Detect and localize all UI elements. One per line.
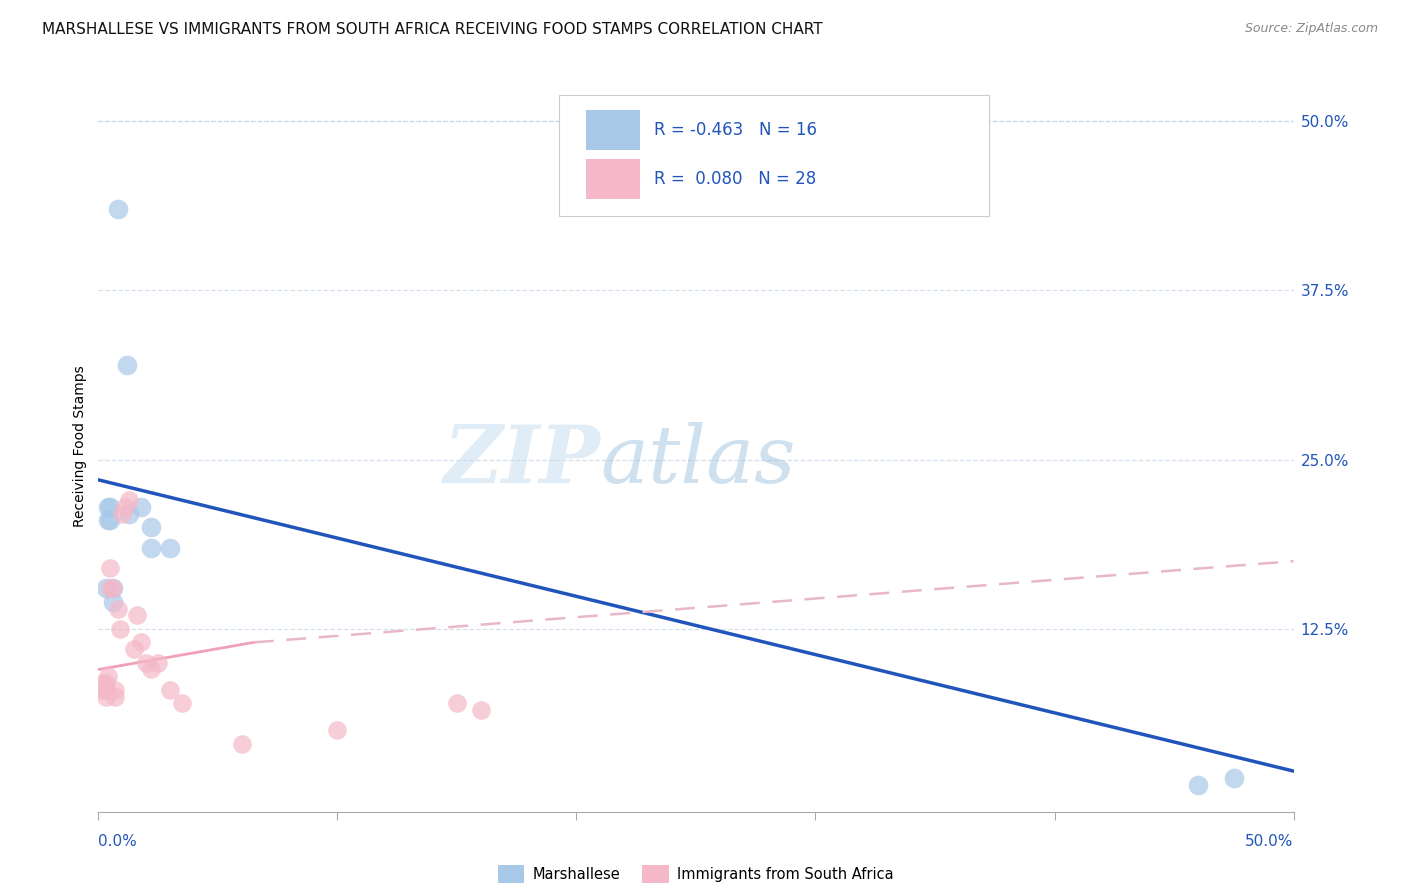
Point xyxy=(94,581,117,595)
Point xyxy=(139,663,162,677)
Point xyxy=(111,507,134,521)
Point xyxy=(118,507,141,521)
Legend: Marshallese, Immigrants from South Africa: Marshallese, Immigrants from South Afric… xyxy=(492,859,900,888)
Point xyxy=(139,520,162,534)
Point xyxy=(91,682,114,697)
Point xyxy=(98,500,122,514)
Point xyxy=(94,690,117,704)
Point xyxy=(231,737,253,751)
Text: R =  0.080   N = 28: R = 0.080 N = 28 xyxy=(654,170,817,188)
Point xyxy=(446,697,468,711)
Point xyxy=(470,703,492,717)
Point xyxy=(135,656,157,670)
Point xyxy=(104,690,127,704)
Text: MARSHALLESE VS IMMIGRANTS FROM SOUTH AFRICA RECEIVING FOOD STAMPS CORRELATION CH: MARSHALLESE VS IMMIGRANTS FROM SOUTH AFR… xyxy=(42,22,823,37)
Point xyxy=(326,723,349,738)
Point xyxy=(101,581,124,595)
Text: ZIP: ZIP xyxy=(443,422,600,500)
Text: atlas: atlas xyxy=(600,422,796,500)
Point xyxy=(1222,771,1246,785)
Point xyxy=(172,697,194,711)
Point xyxy=(118,493,141,508)
Point xyxy=(124,642,146,657)
Text: 50.0%: 50.0% xyxy=(1246,834,1294,849)
Point xyxy=(98,561,122,575)
Point xyxy=(115,358,138,372)
Y-axis label: Receiving Food Stamps: Receiving Food Stamps xyxy=(73,365,87,527)
Point xyxy=(91,676,114,690)
Point xyxy=(114,500,136,514)
FancyBboxPatch shape xyxy=(586,159,640,199)
Point xyxy=(107,202,129,216)
Point xyxy=(97,500,120,514)
Point xyxy=(1187,778,1209,792)
Point xyxy=(97,514,120,528)
Point xyxy=(101,581,124,595)
Point xyxy=(104,682,127,697)
Text: R = -0.463   N = 16: R = -0.463 N = 16 xyxy=(654,121,817,139)
FancyBboxPatch shape xyxy=(558,95,988,216)
Point xyxy=(159,682,181,697)
Text: Source: ZipAtlas.com: Source: ZipAtlas.com xyxy=(1244,22,1378,36)
Point xyxy=(107,601,129,615)
Point xyxy=(98,581,122,595)
Point xyxy=(97,669,120,683)
Point xyxy=(98,514,122,528)
Point xyxy=(125,608,148,623)
Point xyxy=(101,595,124,609)
Point xyxy=(148,656,170,670)
Point xyxy=(159,541,181,555)
Point xyxy=(131,500,153,514)
Text: 0.0%: 0.0% xyxy=(98,834,138,849)
Point xyxy=(131,635,153,649)
Point xyxy=(139,541,162,555)
Point xyxy=(94,682,117,697)
Point xyxy=(108,622,131,636)
FancyBboxPatch shape xyxy=(586,110,640,150)
Point xyxy=(94,676,117,690)
